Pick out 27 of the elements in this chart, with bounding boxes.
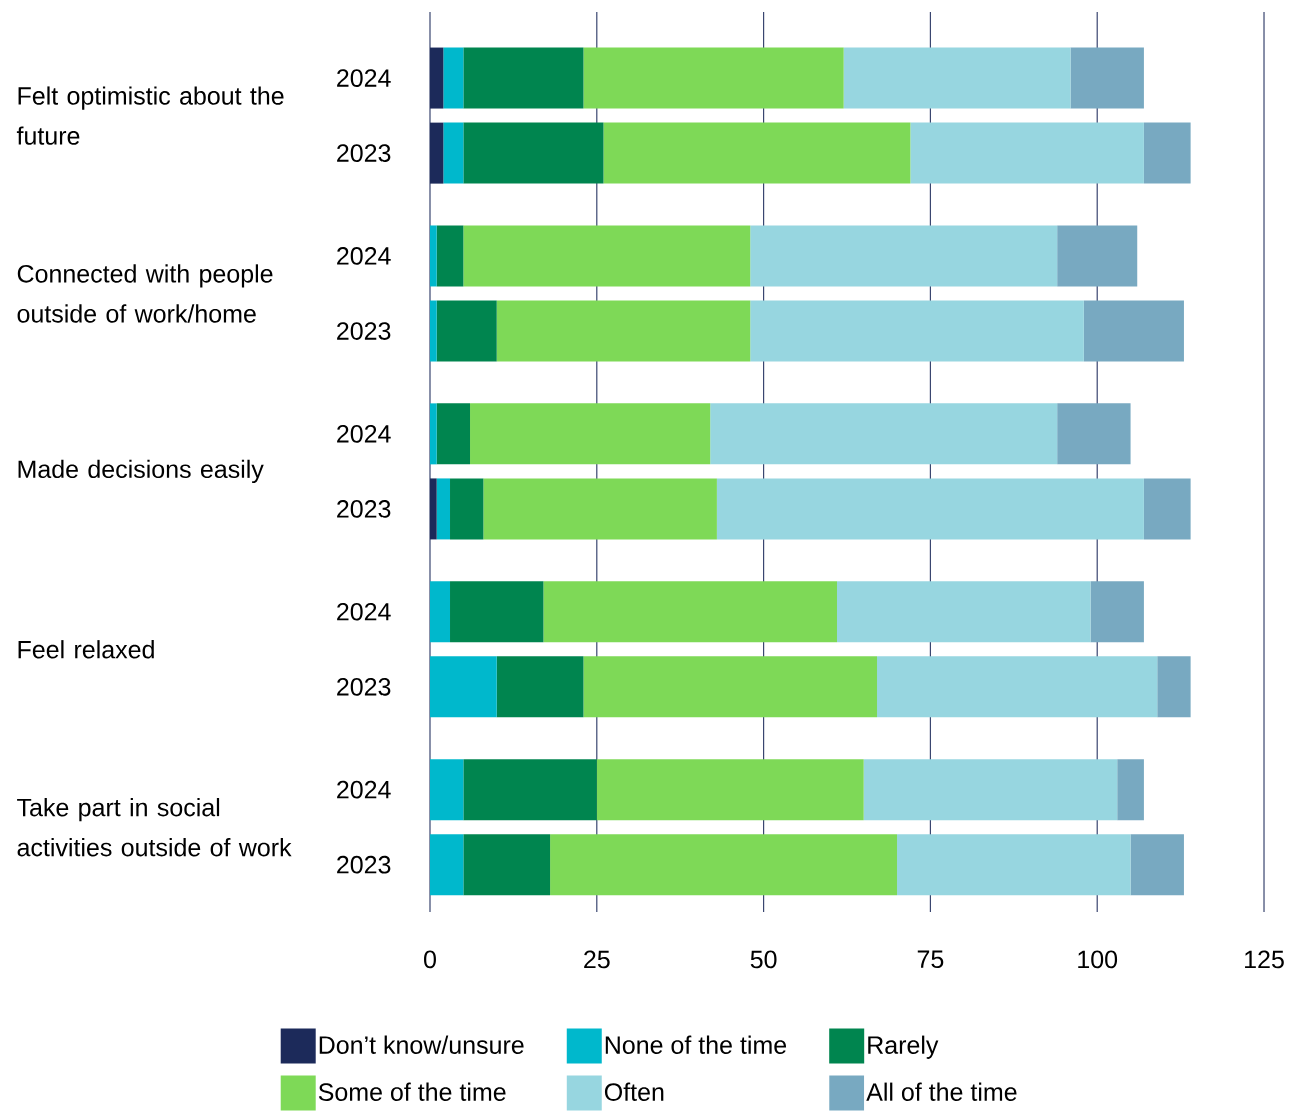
y-tick-label: 2024 (337, 425, 391, 443)
legend-label: Often (604, 1082, 664, 1101)
legend-label: Rarely (868, 1035, 939, 1059)
legend-label: Some of the time (318, 1082, 506, 1101)
legend-label: None of the time (605, 1035, 787, 1054)
y-tick-label: 2023 (337, 322, 391, 340)
x-tick-label: 125 (1245, 950, 1284, 969)
legend-label: Don’t know/unsure (319, 1035, 524, 1054)
y-tick-label: 2023 (337, 144, 391, 162)
y-tick-label: 2024 (337, 69, 391, 87)
x-tick-label: 100 (1078, 950, 1118, 969)
x-tick-label: 0 (424, 950, 436, 969)
x-tick-label: 50 (750, 950, 777, 969)
legend-label: All of the time (866, 1082, 1017, 1101)
text: Take part in social activities outside of work (17, 798, 292, 857)
text: Felt optimistic about the future (16, 86, 284, 145)
y-tick-label: 2024 (337, 602, 391, 621)
y-tick-label: 2024 (337, 780, 391, 799)
x-tick-label: 75 (917, 950, 944, 968)
text: Feel relaxed (18, 640, 154, 659)
y-tick-label: 2023 (337, 855, 391, 874)
text: Connected with people outside of work/home (17, 264, 273, 323)
y-tick-label: 2023 (337, 500, 391, 518)
x-tick-label: 25 (584, 950, 610, 969)
y-tick-label: 2023 (337, 677, 391, 696)
text: Made decisions easily (18, 459, 264, 484)
y-tick-label: 2024 (337, 247, 391, 265)
